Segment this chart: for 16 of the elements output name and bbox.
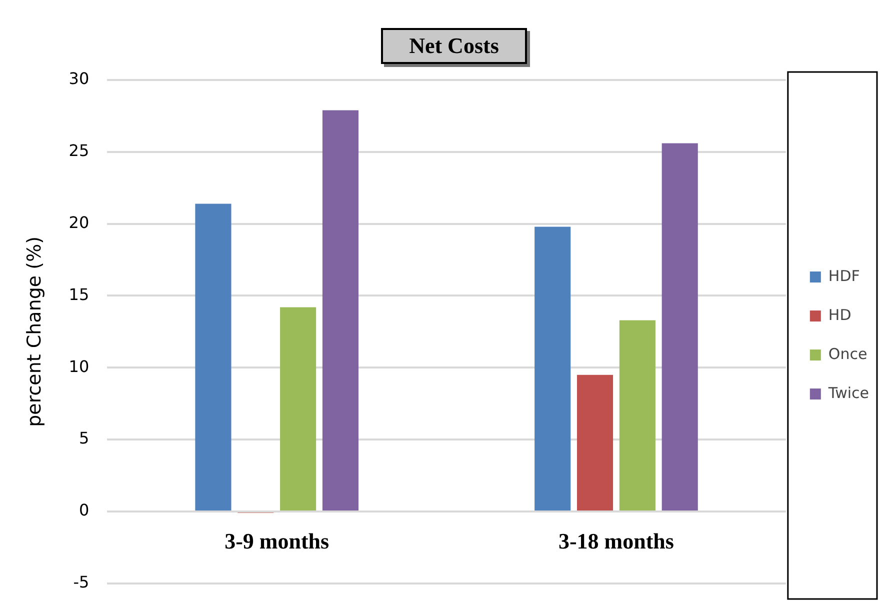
- legend-label: HD: [828, 306, 852, 324]
- y-tick-label: 0: [78, 500, 90, 520]
- legend-label: Twice: [827, 384, 870, 402]
- y-tick-label: 10: [68, 356, 90, 376]
- y-tick-label: -5: [73, 572, 90, 592]
- x-tick-label: 3-9 months: [224, 528, 330, 554]
- y-tick-label: 20: [68, 212, 90, 232]
- y-tick-label: 25: [68, 141, 90, 160]
- y-tick-label: 30: [68, 69, 90, 88]
- y-tick-label: 5: [78, 428, 90, 448]
- legend-label: HDF: [828, 266, 860, 285]
- legend-label: Once: [828, 344, 868, 363]
- x-tick-label: 3-18 months: [558, 528, 674, 554]
- y-axis-title: percent Change (%): [23, 236, 46, 427]
- y-tick-label: 15: [68, 284, 90, 304]
- chart-title: Net Costs: [381, 28, 527, 64]
